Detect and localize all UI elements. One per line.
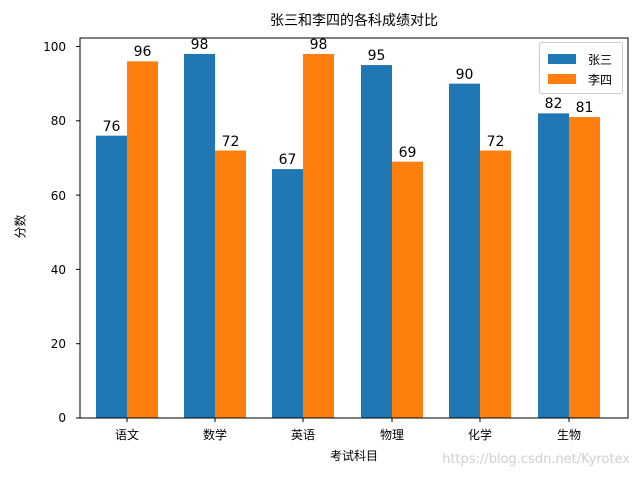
bar-value-label: 81: [575, 100, 594, 117]
bar-value-label: 67: [278, 152, 297, 169]
legend-swatch-blue: [548, 54, 576, 64]
bar-series-a: [96, 135, 127, 418]
x-tick-label: 语文: [114, 428, 139, 442]
bar-series-b: [480, 150, 511, 418]
y-tick-label: 100: [43, 40, 66, 54]
bar-value-label: 98: [309, 36, 328, 53]
y-tick-label: 80: [50, 114, 66, 128]
axes-frame: [79, 37, 629, 419]
bar-value-label: 69: [398, 144, 417, 161]
bar-series-b: [127, 61, 158, 419]
legend-label: 张三: [588, 52, 613, 67]
watermark: https://blog.csdn.net/Kyrotex: [442, 452, 630, 467]
bar-value-label: 95: [367, 48, 386, 65]
bar-series-a: [449, 83, 480, 419]
y-tick-label: 20: [50, 337, 66, 351]
bar-series-a: [361, 65, 392, 418]
x-tick-label: 化学: [467, 428, 492, 442]
x-tick-label: 数学: [202, 428, 227, 442]
legend-label: 李四: [588, 72, 613, 87]
chart-title: 张三和李四的各科成绩对比: [270, 13, 438, 29]
bar-value-label: 72: [221, 133, 240, 150]
x-tick-label: 生物: [556, 428, 581, 442]
y-axis-label: 分数: [13, 214, 28, 239]
bar-value-label: 76: [102, 118, 121, 135]
bar-series-b: [392, 161, 423, 419]
bar-series-a: [538, 113, 569, 419]
bar-value-label: 72: [486, 133, 505, 150]
bar-value-label: 96: [133, 44, 152, 61]
bar-series-a: [184, 53, 215, 419]
bar-series-b: [215, 150, 246, 418]
bar-value-label: 82: [544, 96, 563, 113]
legend-item-series-b: 李四: [548, 71, 612, 87]
y-tick-label: 40: [50, 263, 66, 277]
y-tick-label: 60: [50, 189, 66, 203]
y-tick-label: 0: [58, 411, 66, 425]
x-tick-label: 英语: [290, 428, 315, 442]
x-axis-label: 考试科目: [329, 449, 378, 463]
legend: 张三 李四: [539, 42, 623, 94]
ticks-group: [76, 46, 570, 422]
legend-swatch-orange: [548, 74, 576, 84]
bars-group: [96, 53, 600, 419]
bar-series-b: [303, 53, 334, 419]
bar-series-a: [272, 169, 303, 418]
legend-item-series-a: 张三: [548, 51, 612, 67]
x-tick-label: 物理: [379, 428, 404, 442]
bar-series-b: [569, 117, 600, 419]
bar-value-label: 98: [190, 36, 209, 53]
bar-value-label: 90: [455, 66, 474, 83]
